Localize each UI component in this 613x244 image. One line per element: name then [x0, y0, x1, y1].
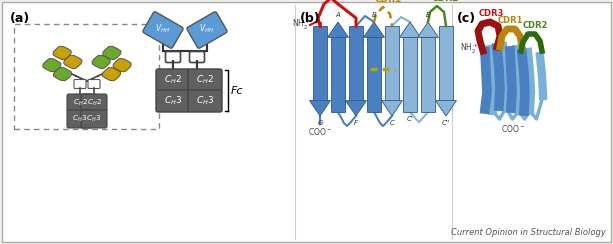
FancyBboxPatch shape [188, 90, 222, 112]
FancyBboxPatch shape [188, 69, 222, 91]
Bar [403, 37, 417, 112]
PathPatch shape [435, 101, 457, 116]
PathPatch shape [103, 46, 121, 59]
PathPatch shape [381, 101, 403, 116]
Text: $C_H2$: $C_H2$ [164, 74, 182, 86]
Bar [439, 26, 453, 101]
Text: C': C' [406, 116, 413, 122]
Text: E: E [426, 12, 430, 18]
Text: $C_H3$: $C_H3$ [72, 114, 88, 124]
PathPatch shape [53, 46, 71, 59]
Text: (a): (a) [10, 12, 30, 25]
Text: COO$^-$: COO$^-$ [308, 126, 332, 137]
PathPatch shape [102, 68, 120, 81]
FancyBboxPatch shape [74, 80, 86, 89]
PathPatch shape [400, 22, 421, 37]
PathPatch shape [364, 22, 384, 37]
Bar [349, 26, 363, 101]
Text: CDR2: CDR2 [522, 21, 548, 30]
PathPatch shape [113, 59, 131, 72]
Text: C: C [390, 120, 394, 126]
PathPatch shape [327, 22, 349, 37]
Text: $C_H3$: $C_H3$ [196, 95, 214, 107]
Text: (b): (b) [300, 12, 321, 25]
Bar [367, 37, 381, 112]
FancyBboxPatch shape [143, 12, 183, 48]
Text: G: G [318, 120, 322, 126]
Bar [331, 37, 345, 112]
Text: F: F [354, 120, 358, 126]
FancyBboxPatch shape [156, 90, 190, 112]
Text: $C_H2$: $C_H2$ [72, 98, 88, 108]
Bar [385, 26, 399, 101]
Text: A: A [336, 12, 340, 18]
Text: CDR3: CDR3 [479, 9, 504, 18]
PathPatch shape [346, 101, 367, 116]
Text: NH$_2^+$: NH$_2^+$ [460, 42, 478, 56]
FancyBboxPatch shape [67, 110, 93, 128]
Text: CDR1: CDR1 [497, 16, 523, 25]
FancyBboxPatch shape [156, 69, 190, 91]
Text: CDR1: CDR1 [375, 0, 402, 4]
PathPatch shape [417, 22, 438, 37]
Bar [313, 26, 327, 101]
Text: COO$^-$: COO$^-$ [501, 123, 525, 134]
FancyBboxPatch shape [67, 94, 93, 112]
Text: $V_{HH}$: $V_{HH}$ [199, 23, 215, 35]
PathPatch shape [43, 59, 61, 72]
Text: B: B [371, 12, 376, 18]
Text: $V_{HH}$: $V_{HH}$ [156, 23, 170, 35]
Text: CDR2: CDR2 [432, 0, 459, 3]
PathPatch shape [92, 55, 110, 68]
Text: Fc: Fc [231, 85, 243, 95]
Text: Current Opinion in Structural Biology: Current Opinion in Structural Biology [451, 228, 606, 237]
FancyBboxPatch shape [166, 51, 180, 62]
Text: C'': C'' [442, 120, 451, 126]
Text: $C_H2$: $C_H2$ [196, 74, 214, 86]
FancyBboxPatch shape [88, 80, 100, 89]
Text: $C_H2$: $C_H2$ [86, 98, 102, 108]
Text: $C_H3$: $C_H3$ [86, 114, 102, 124]
FancyBboxPatch shape [81, 94, 107, 112]
Text: (c): (c) [457, 12, 476, 25]
FancyBboxPatch shape [81, 110, 107, 128]
Text: $C_H3$: $C_H3$ [164, 95, 182, 107]
Bar [14, 24, 159, 129]
Bar [421, 37, 435, 112]
PathPatch shape [310, 101, 330, 116]
PathPatch shape [53, 68, 72, 81]
PathPatch shape [64, 55, 82, 68]
FancyBboxPatch shape [187, 12, 227, 48]
FancyBboxPatch shape [189, 51, 205, 62]
Text: NH$_2^+$: NH$_2^+$ [292, 18, 310, 32]
